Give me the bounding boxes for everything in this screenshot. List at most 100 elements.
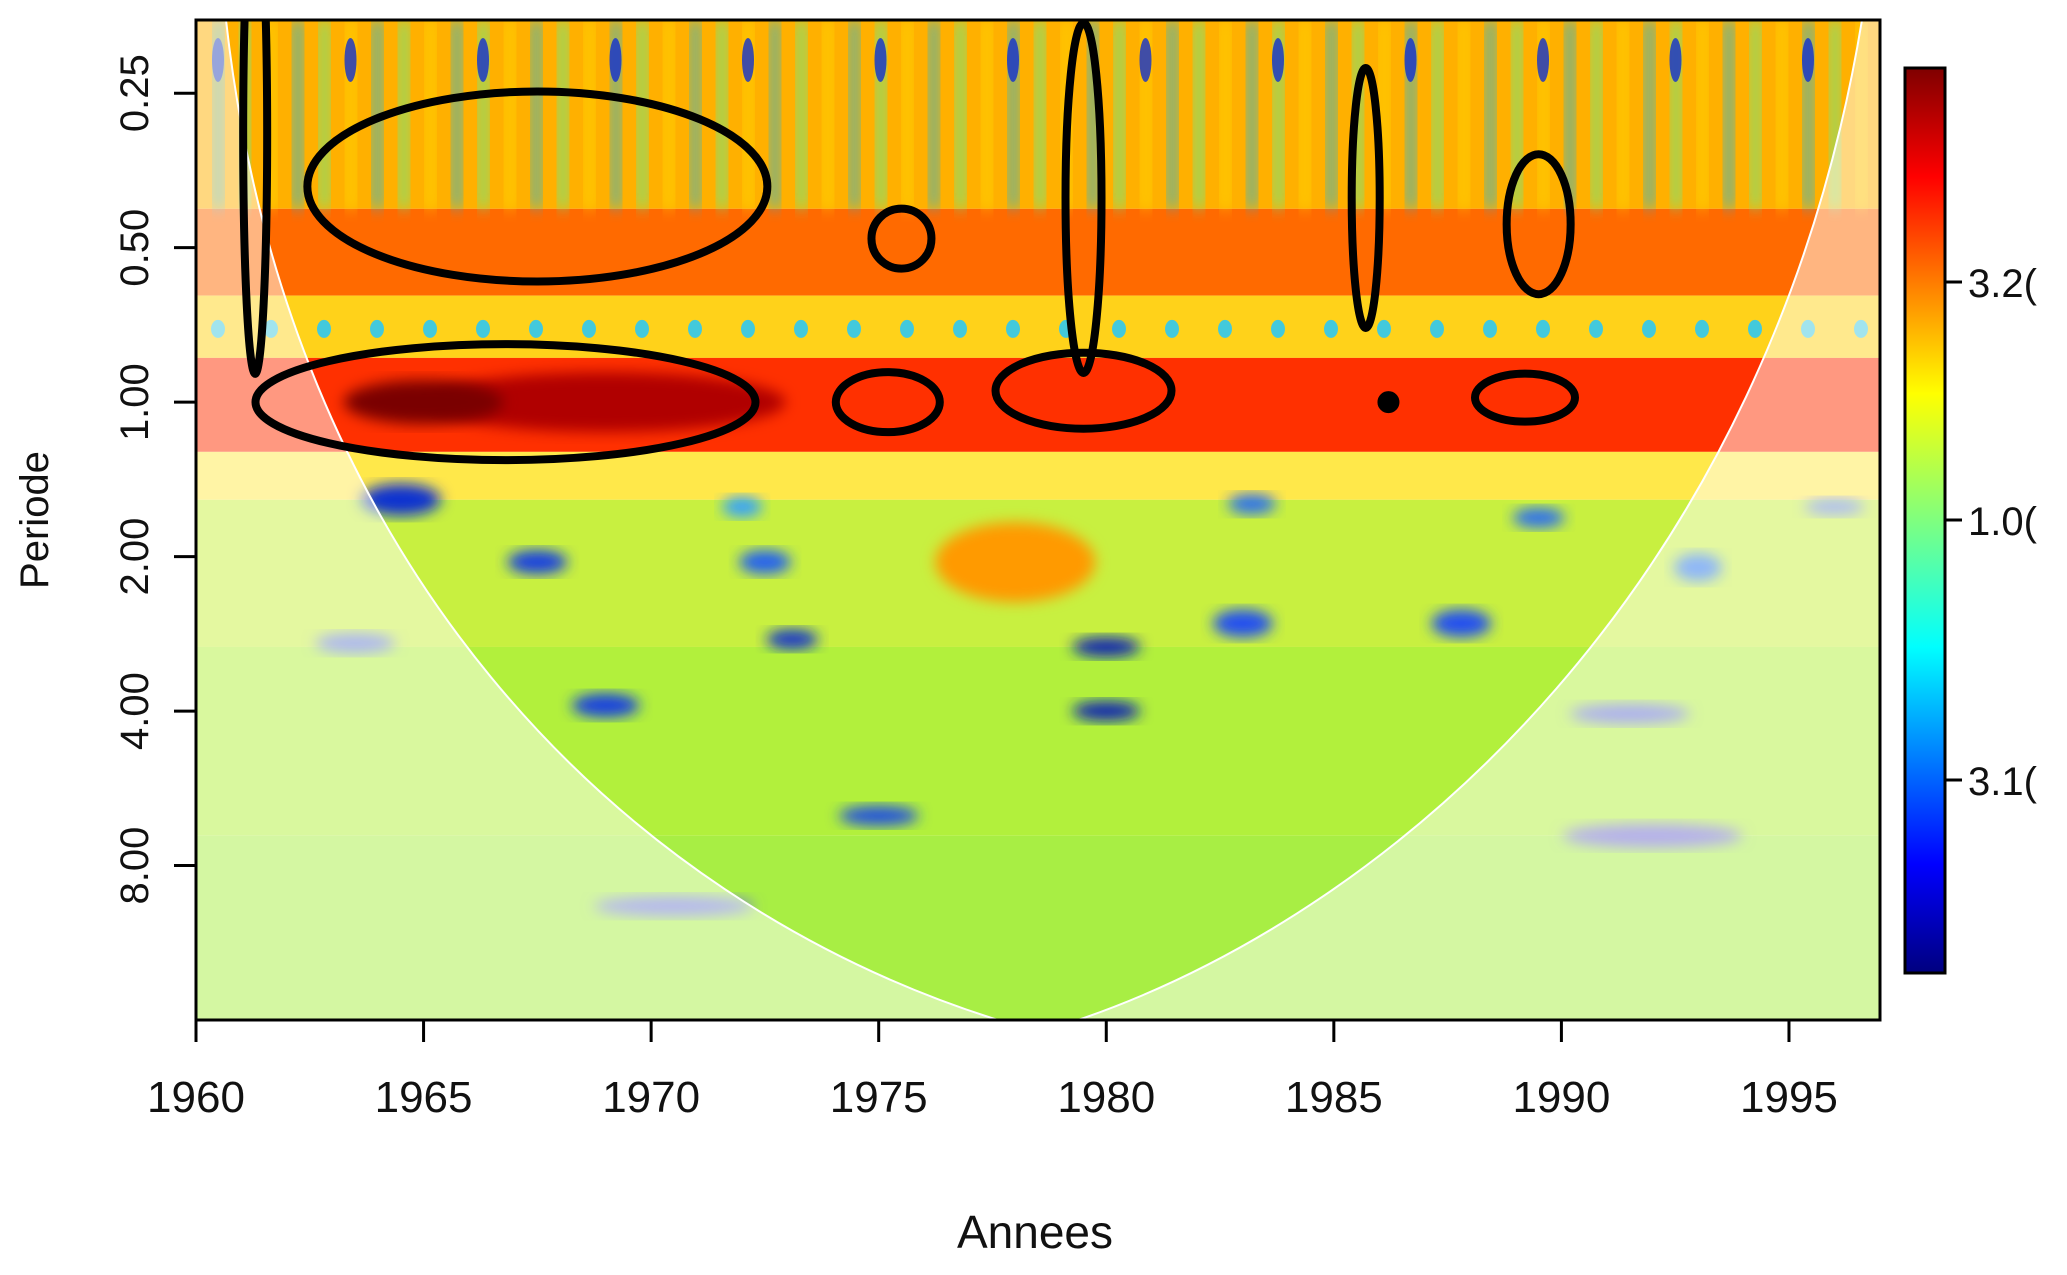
heat-band (196, 208, 1880, 296)
heat-stripe (1671, 20, 1681, 209)
significance-contours (239, 20, 1579, 465)
heat-stripe (1830, 20, 1840, 209)
heat-dot (1404, 38, 1417, 82)
heat-dot (1589, 319, 1603, 338)
heat-dot (953, 319, 967, 338)
heat-dot (1165, 319, 1179, 338)
heat-stripe (1141, 20, 1151, 209)
significance-contour (831, 368, 944, 437)
heat-stripe (1327, 20, 1336, 209)
heat-stripe (876, 20, 886, 209)
colorbar: 3.2( 1.0( 3.1( (1903, 66, 2038, 975)
heat-dot (635, 319, 649, 338)
heat-feature (1072, 636, 1141, 657)
heat-stripe (1512, 20, 1522, 209)
heat-stripe (797, 20, 806, 209)
heat-dot (344, 38, 357, 82)
x-tick-label: 1965 (375, 1073, 473, 1122)
heat-feature (935, 522, 1096, 603)
heat-dot (1430, 319, 1444, 338)
heat-stripe (293, 20, 303, 209)
heat-stripe (1406, 20, 1416, 209)
heat-dot (1139, 38, 1152, 82)
heat-stripe (1698, 20, 1707, 209)
x-tick-label: 1970 (602, 1073, 700, 1122)
colorbar-tick-label: 3.1( (1968, 760, 2038, 804)
y-tick-label: 2.00 (113, 518, 157, 596)
heat-stripe (1088, 20, 1098, 209)
heat-stripe (267, 20, 276, 209)
heat-dot (688, 319, 702, 338)
heat-dot (847, 319, 861, 338)
significance-contour (1347, 63, 1384, 332)
cone-of-influence (196, 20, 1880, 1020)
heat-stripe (1804, 20, 1813, 209)
y-tick-label: 0.50 (113, 209, 157, 287)
heat-feature (571, 693, 640, 718)
significance-contour (1377, 391, 1400, 414)
heat-stripe (956, 20, 965, 209)
heatmap-area (196, 20, 1893, 1020)
colorbar-tick-label: 3.2( (1968, 262, 2038, 306)
heat-stripe (1724, 20, 1734, 209)
coi-edge (225, 20, 1863, 1020)
heat-dot (1669, 38, 1682, 82)
significance-contour (251, 340, 760, 465)
y-tick-label: 4.00 (113, 672, 157, 750)
heat-dot (1007, 38, 1019, 82)
heat-dot (742, 38, 754, 82)
heat-stripe (452, 20, 462, 209)
heat-stripe (1884, 20, 1893, 209)
heat-dot (423, 319, 437, 338)
colorbar-tick-label: 1.0( (1968, 500, 2038, 544)
heat-dot (1642, 319, 1656, 338)
heat-stripe (1486, 20, 1495, 209)
heat-stripe (1115, 20, 1124, 209)
heat-dot (1483, 319, 1497, 338)
y-tick-label: 8.00 (113, 827, 157, 905)
heat-stripe (638, 20, 647, 209)
heat-stripe (1618, 20, 1628, 209)
heat-dot (1324, 319, 1338, 338)
heat-stripe (611, 20, 621, 209)
significance-contour (867, 204, 936, 273)
heat-dot (609, 38, 622, 82)
heat-stripe (1565, 20, 1575, 209)
heat-dot (529, 319, 543, 338)
heat-stripe (664, 20, 674, 209)
heat-stripe (1645, 20, 1654, 209)
heat-feature (838, 805, 919, 826)
heat-dot (1748, 319, 1762, 338)
x-axis: 1960 1965 1970 1975 1980 1985 1990 1995 (147, 1020, 1838, 1122)
heat-stripe (1009, 20, 1018, 209)
heat-stripe (346, 20, 356, 209)
heatmap-features (315, 372, 1865, 917)
heat-dot (1695, 319, 1709, 338)
x-tick-label: 1960 (147, 1073, 245, 1122)
heat-stripe (929, 20, 939, 209)
heat-stripe (823, 20, 833, 209)
heat-feature (1512, 507, 1565, 528)
heat-stripe (505, 20, 515, 209)
significance-contour (1061, 20, 1106, 377)
heat-stripe (1751, 20, 1760, 209)
x-tick-label: 1995 (1740, 1073, 1838, 1122)
heat-dot (370, 319, 384, 338)
heat-stripe (1459, 20, 1469, 209)
x-tick-label: 1985 (1285, 1073, 1383, 1122)
heat-dot (1218, 319, 1232, 338)
heat-dot (1802, 38, 1814, 82)
heat-feature (343, 380, 504, 425)
heat-stripe (1274, 20, 1283, 209)
significance-contour (303, 87, 772, 286)
heat-stripe (1168, 20, 1177, 209)
heat-dot (794, 319, 808, 338)
y-tick-label: 0.25 (113, 54, 157, 132)
heat-stripe (1539, 20, 1548, 209)
heat-dot (1537, 38, 1549, 82)
y-axis-label: Periode (13, 451, 57, 589)
heat-feature (1227, 494, 1276, 515)
x-tick-label: 1975 (830, 1073, 928, 1122)
heat-stripe (717, 20, 727, 209)
